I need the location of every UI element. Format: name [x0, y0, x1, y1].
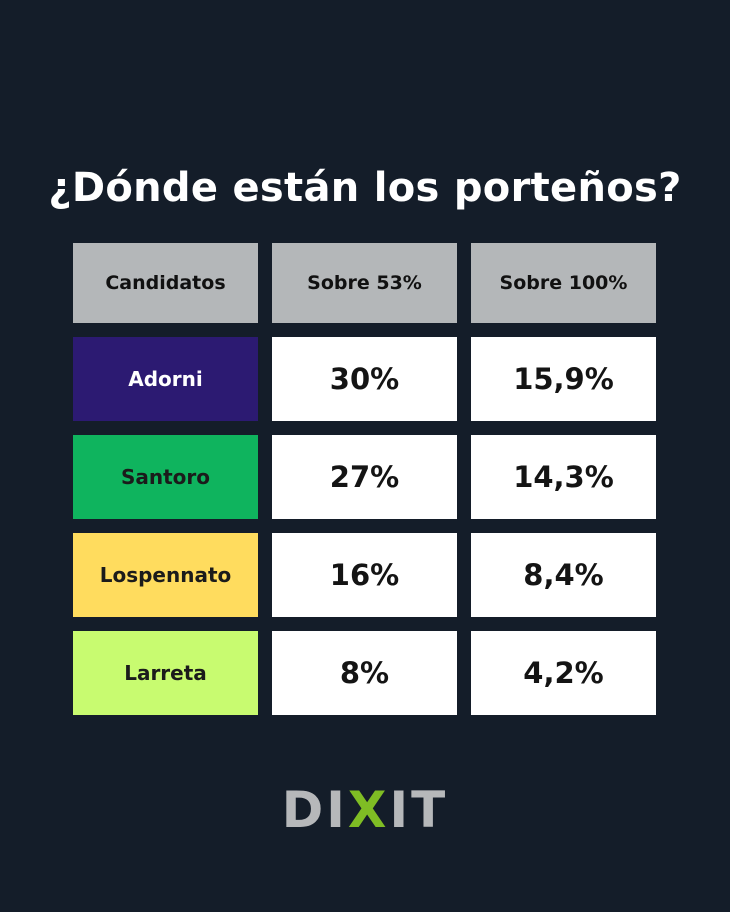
value-sobre-100-larreta: 4,2%	[471, 631, 656, 715]
value-sobre-100-lospennato: 8,4%	[471, 533, 656, 617]
candidate-name-adorni: Adorni	[73, 337, 258, 421]
header-sobre-53: Sobre 53%	[272, 243, 457, 323]
value-sobre-53-larreta: 8%	[272, 631, 457, 715]
logo-text-x: X	[347, 781, 390, 839]
header-candidatos: Candidatos	[73, 243, 258, 323]
value-sobre-53-lospennato: 16%	[272, 533, 457, 617]
value-sobre-100-adorni: 15,9%	[471, 337, 656, 421]
candidate-name-lospennato: Lospennato	[73, 533, 258, 617]
logo-text-di: DI	[281, 781, 348, 839]
candidate-name-larreta: Larreta	[73, 631, 258, 715]
value-sobre-53-santoro: 27%	[272, 435, 457, 519]
value-sobre-53-adorni: 30%	[272, 337, 457, 421]
page-title: ¿Dónde están los porteños?	[48, 165, 682, 211]
header-sobre-100: Sobre 100%	[471, 243, 656, 323]
dixit-logo: DIXIT	[0, 780, 730, 840]
logo-text-it: IT	[389, 781, 449, 839]
candidate-name-santoro: Santoro	[73, 435, 258, 519]
value-sobre-100-santoro: 14,3%	[471, 435, 656, 519]
